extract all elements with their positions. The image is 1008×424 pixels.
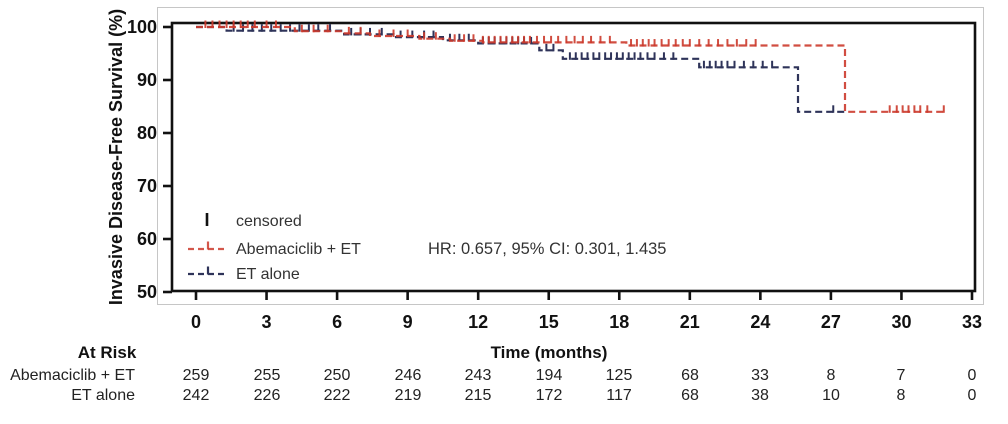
- x-tick-label: 27: [821, 312, 841, 332]
- x-tick-label: 0: [191, 312, 201, 332]
- plot-frame: [170, 21, 977, 293]
- at-risk-value: 117: [606, 387, 632, 404]
- survival-curve-abemaciclib-et: [196, 25, 947, 113]
- y-axis-label: Invasive Disease-Free Survival (%): [106, 9, 126, 305]
- x-tick-label: 15: [539, 312, 559, 332]
- x-axis-title: Time (months): [490, 343, 608, 362]
- x-tick-label: 18: [609, 312, 629, 332]
- at-risk-value: 7: [896, 367, 906, 384]
- at-risk-value: 0: [967, 387, 977, 404]
- hr-annotation: HR: 0.657, 95% CI: 0.301, 1.435: [428, 240, 667, 258]
- at-risk-value: 246: [394, 367, 422, 384]
- at-risk-value: 242: [182, 387, 210, 404]
- at-risk-value: 259: [182, 367, 210, 384]
- at-risk-value: 68: [681, 387, 699, 404]
- legend-label-et-alone: ET alone: [236, 266, 300, 283]
- y-tick-label: 70: [137, 176, 157, 196]
- km-plot: 100 90 80 70 60 50 0 3 6 9 12 15 18 21 24 27 30 33 Invasi…: [106, 7, 984, 332]
- at-risk-value: 8: [826, 367, 836, 384]
- at-risk-value: 250: [323, 367, 351, 384]
- at-risk-value: 226: [253, 387, 281, 404]
- at-risk-value: 243: [464, 367, 492, 384]
- y-tick-label: 100: [127, 17, 157, 37]
- at-risk-value: 255: [253, 367, 281, 384]
- x-tick-label: 24: [750, 312, 770, 332]
- y-tick-label: 50: [137, 282, 157, 302]
- at-risk-row-label: ET alone: [71, 387, 135, 404]
- at-risk-value: 8: [896, 387, 906, 404]
- chart-generated-layer: 100 90 80 70 60 50 0 3 6 9 12 15 18 21 24 27 30 33: [127, 17, 982, 332]
- survival-curve-et-alone: [196, 25, 845, 113]
- legend-label-censored: censored: [236, 213, 302, 230]
- at-risk-value: 10: [822, 387, 840, 404]
- at-risk-value: 125: [605, 367, 633, 384]
- at-risk-value: 219: [394, 387, 422, 404]
- y-tick-label: 90: [137, 70, 157, 90]
- at-risk-value: 33: [751, 367, 769, 384]
- y-tick-label: 60: [137, 229, 157, 249]
- legend: censored Abemaciclib + ET ET alone: [188, 213, 361, 283]
- at-risk-value: 68: [681, 367, 699, 384]
- panel-border: [157, 7, 984, 305]
- y-tick-label: 80: [137, 123, 157, 143]
- legend-label-abemaciclib: Abemaciclib + ET: [236, 241, 361, 258]
- at-risk-value: 215: [464, 387, 492, 404]
- x-tick-label: 9: [403, 312, 413, 332]
- at-risk-value: 194: [535, 367, 563, 384]
- at-risk-row-label: Abemaciclib + ET: [10, 367, 135, 384]
- x-tick-label: 33: [962, 312, 982, 332]
- x-tick-label: 21: [680, 312, 700, 332]
- x-tick-label: 12: [468, 312, 488, 332]
- x-tick-label: 3: [262, 312, 272, 332]
- at-risk-value: 38: [751, 387, 769, 404]
- x-tick-label: 6: [332, 312, 342, 332]
- at-risk-value: 0: [967, 367, 977, 384]
- x-tick-label: 30: [891, 312, 911, 332]
- at-risk-value: 222: [323, 387, 351, 404]
- at-risk-value: 172: [535, 387, 563, 404]
- at-risk-header: At Risk: [77, 343, 137, 362]
